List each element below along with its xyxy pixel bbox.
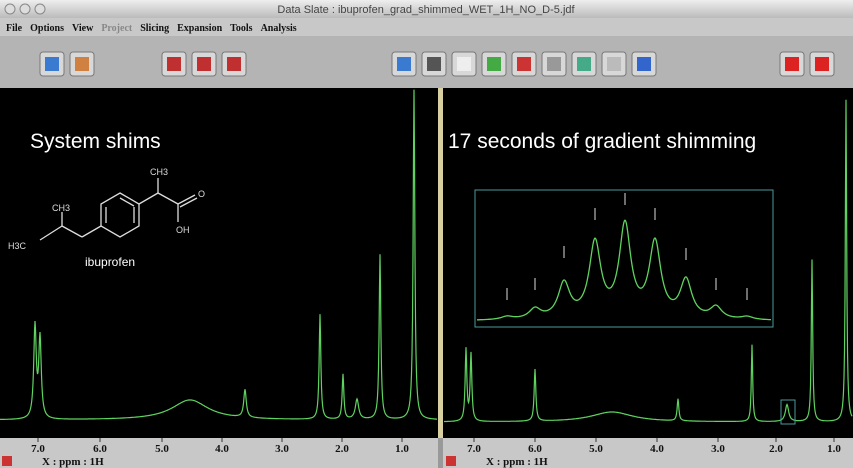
axis-tick-label: 4.0 — [650, 443, 664, 455]
molecule-group: OH — [176, 225, 190, 235]
menu-item[interactable]: File — [6, 23, 23, 34]
button-icon — [487, 57, 501, 71]
axis-tick-label: 5.0 — [589, 443, 603, 455]
axis-tick-label: 6.0 — [528, 443, 542, 455]
button-icon — [227, 57, 241, 71]
divider — [438, 438, 443, 468]
axis-tick-label: 3.0 — [275, 443, 289, 455]
menu-item[interactable]: Project — [101, 23, 133, 34]
molecule-group: O — [198, 189, 205, 199]
axis-tick-label: 2.0 — [335, 443, 349, 455]
divider — [438, 88, 443, 438]
axis-tick-label: 4.0 — [215, 443, 229, 455]
button-icon — [637, 57, 651, 71]
axis-tick-label: 5.0 — [155, 443, 169, 455]
menu-item[interactable]: View — [72, 23, 94, 34]
molecule-group: CH3 — [52, 203, 70, 213]
window-title: Data Slate : ibuprofen_grad_shimmed_WET_… — [277, 4, 575, 16]
button-icon — [197, 57, 211, 71]
button-icon — [457, 57, 471, 71]
button-icon — [75, 57, 89, 71]
molecule-group: CH3 — [150, 167, 168, 177]
app-window: Data Slate : ibuprofen_grad_shimmed_WET_… — [0, 0, 853, 468]
axis-tick-label: 2.0 — [769, 443, 783, 455]
button-icon — [815, 57, 829, 71]
zoom-button[interactable] — [35, 4, 45, 14]
axis-tick-label: 1.0 — [395, 443, 409, 455]
axis-corner-icon — [446, 456, 456, 466]
menu-item[interactable]: Expansion — [177, 23, 222, 34]
axis-tick-label: 7.0 — [31, 443, 45, 455]
axis-tick-label: 7.0 — [467, 443, 481, 455]
molecule-name: ibuprofen — [85, 255, 135, 269]
axis-tick-label: 6.0 — [93, 443, 107, 455]
axis-tick-label: 3.0 — [711, 443, 725, 455]
axis-tick-label: 1.0 — [827, 443, 841, 455]
menu-item[interactable]: Slicing — [140, 23, 169, 34]
menu-item[interactable]: Tools — [230, 23, 253, 34]
menu-item[interactable]: Options — [30, 23, 64, 34]
minimize-button[interactable] — [20, 4, 30, 14]
close-button[interactable] — [5, 4, 15, 14]
button-icon — [167, 57, 181, 71]
panel-label: 17 seconds of gradient shimming — [448, 130, 756, 153]
button-icon — [577, 57, 591, 71]
axis-bar — [0, 438, 853, 468]
button-icon — [517, 57, 531, 71]
button-icon — [45, 57, 59, 71]
button-icon — [427, 57, 441, 71]
panel-label: System shims — [30, 130, 161, 153]
axis-label: X : ppm : 1H — [486, 456, 548, 468]
button-icon — [785, 57, 799, 71]
axis-corner-icon — [2, 456, 12, 466]
button-icon — [547, 57, 561, 71]
menu-item[interactable]: Analysis — [261, 23, 297, 34]
button-icon — [607, 57, 621, 71]
molecule-group: H3C — [8, 241, 27, 251]
button-icon — [397, 57, 411, 71]
axis-label: X : ppm : 1H — [42, 456, 104, 468]
